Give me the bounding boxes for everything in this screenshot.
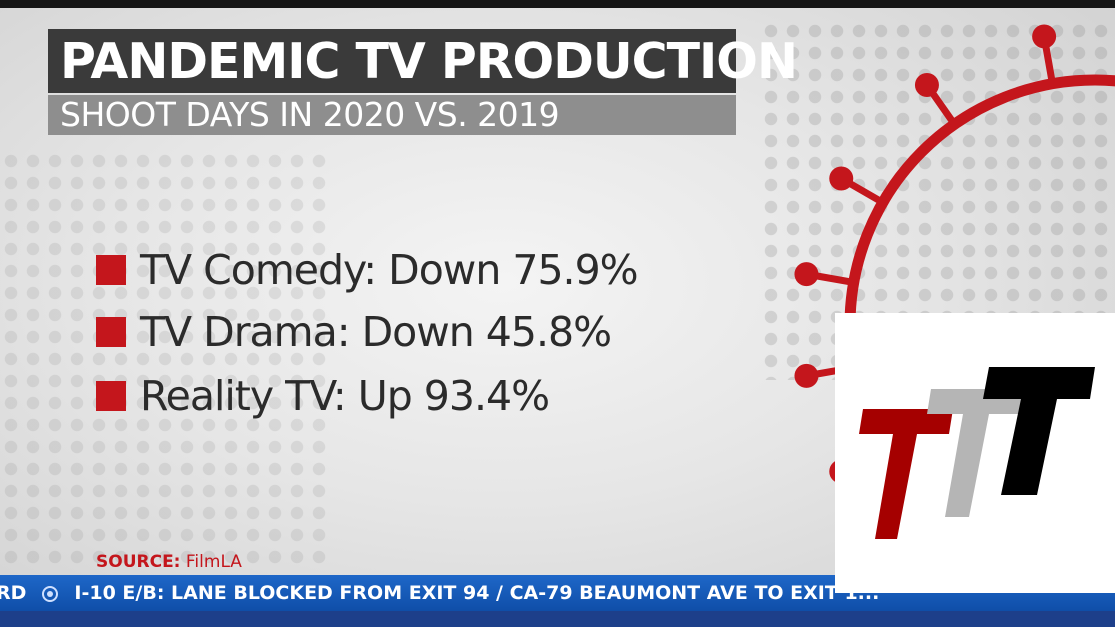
ticker-lead: RD: [0, 582, 27, 604]
subtitle-banner: [48, 95, 736, 135]
source-value: FilmLA: [185, 552, 242, 572]
ttt-logo: [835, 313, 1115, 593]
virus-spike-knob: [1032, 24, 1057, 49]
bullet-square-icon: [96, 255, 126, 285]
ticker-text: RD I-10 E/B: LANE BLOCKED FROM EXIT 94 / …: [0, 575, 879, 611]
page-subtitle: SHOOT DAYS IN 2020 VS. 2019: [60, 95, 560, 134]
top-frame-bar: [0, 0, 1115, 8]
ticker-item: I-10 E/B: LANE BLOCKED FROM EXIT 94 / CA…: [74, 582, 880, 604]
virus-spike-knob: [794, 363, 819, 388]
source-label: SOURCE:: [96, 552, 181, 572]
bullet-circle-icon: [42, 585, 59, 602]
bullet-text: TV Drama: Down 45.8%: [140, 308, 612, 356]
dot-pattern-left: [0, 150, 330, 570]
bullet-text: Reality TV: Up 93.4%: [140, 372, 550, 420]
virus-spike-knob: [914, 72, 939, 97]
bullet-square-icon: [96, 381, 126, 411]
page-title: PANDEMIC TV PRODUCTION: [60, 33, 798, 90]
bullet-text: TV Comedy: Down 75.9%: [140, 246, 639, 294]
bottom-frame-bar: [0, 611, 1115, 627]
virus-spike-knob: [829, 166, 854, 191]
virus-spike-knob: [794, 262, 819, 287]
ttt-logo-icon: [859, 367, 1095, 539]
title-banner: [48, 29, 736, 93]
source-credit: SOURCE: FilmLA: [96, 550, 242, 574]
bullet-square-icon: [96, 317, 126, 347]
